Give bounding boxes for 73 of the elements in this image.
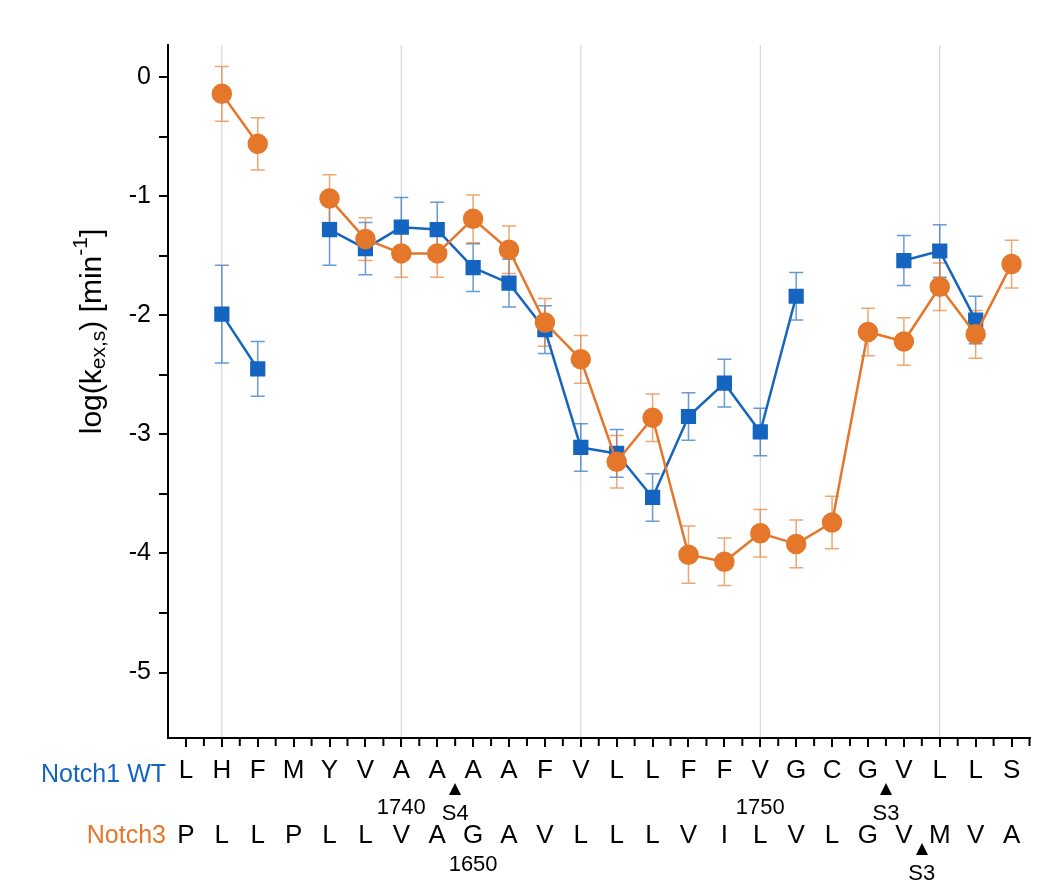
point	[896, 252, 912, 269]
point	[211, 83, 233, 105]
y-tick-label: -1	[128, 180, 151, 209]
point	[788, 288, 804, 304]
x-tick-label: G	[786, 753, 807, 784]
point	[429, 221, 445, 238]
point	[465, 260, 481, 276]
x-tick-label: L	[609, 753, 624, 784]
point	[319, 188, 340, 209]
point	[247, 133, 268, 155]
point	[321, 221, 338, 238]
x-tick-label: Y	[320, 753, 339, 784]
y-tick-label: 0	[137, 61, 151, 90]
point	[391, 243, 412, 264]
x-tick-label: A	[392, 753, 411, 784]
point	[678, 544, 699, 565]
x-tick-label: V	[572, 753, 591, 784]
text: 1650	[448, 851, 498, 877]
point	[1001, 253, 1022, 275]
y-tick-label: -2	[128, 299, 151, 328]
point	[857, 321, 879, 343]
text: 1740	[376, 794, 426, 820]
point	[570, 349, 592, 370]
point	[750, 522, 771, 544]
x-tick-label: M	[282, 753, 305, 784]
x-tick-label: V	[895, 753, 914, 784]
x-tick-label: S	[1002, 753, 1021, 784]
text: S3	[908, 860, 936, 886]
point	[785, 533, 807, 555]
point	[355, 228, 376, 250]
point	[821, 512, 843, 533]
x-tick-label: L	[178, 753, 194, 784]
point	[965, 324, 986, 345]
point	[893, 331, 915, 352]
x-tick-label: F	[716, 753, 733, 784]
point	[462, 208, 484, 230]
point	[929, 276, 951, 297]
point	[250, 361, 266, 377]
y-tick-label: -5	[128, 656, 151, 685]
text: Notch3	[86, 819, 166, 848]
x-tick-label: F	[680, 753, 697, 784]
y-tick-label: -3	[128, 418, 151, 447]
point	[498, 239, 520, 261]
y-tick-label: -4	[128, 537, 152, 566]
point	[393, 219, 409, 235]
x-tick-label: L	[932, 753, 947, 784]
point	[680, 408, 697, 425]
x-tick-label: F	[249, 753, 266, 784]
point	[501, 275, 517, 291]
x-tick-label: F	[536, 753, 553, 784]
x-tick-label: G	[857, 753, 879, 784]
point	[642, 407, 663, 428]
x-tick-label: L	[645, 753, 660, 784]
point	[716, 375, 732, 391]
point	[214, 306, 230, 322]
x-tick-label: A	[464, 753, 483, 784]
x-tick-label: H	[212, 753, 232, 784]
point	[573, 439, 589, 456]
point	[752, 424, 768, 440]
point	[932, 243, 948, 259]
point	[644, 489, 661, 506]
text: Notch1 WT	[40, 758, 166, 787]
point	[426, 243, 448, 264]
text: 1750	[735, 794, 785, 820]
x-tick-label: L	[968, 753, 983, 784]
x-tick-label: A	[500, 753, 519, 784]
x-tick-label: C	[822, 753, 842, 784]
x-tick-label: V	[751, 753, 770, 784]
point	[606, 451, 627, 472]
x-tick-label: V	[356, 753, 375, 784]
point	[714, 551, 735, 573]
y-axis-title: log(kex,s) [min-1]	[67, 228, 109, 435]
x-tick-label: A	[428, 753, 447, 784]
